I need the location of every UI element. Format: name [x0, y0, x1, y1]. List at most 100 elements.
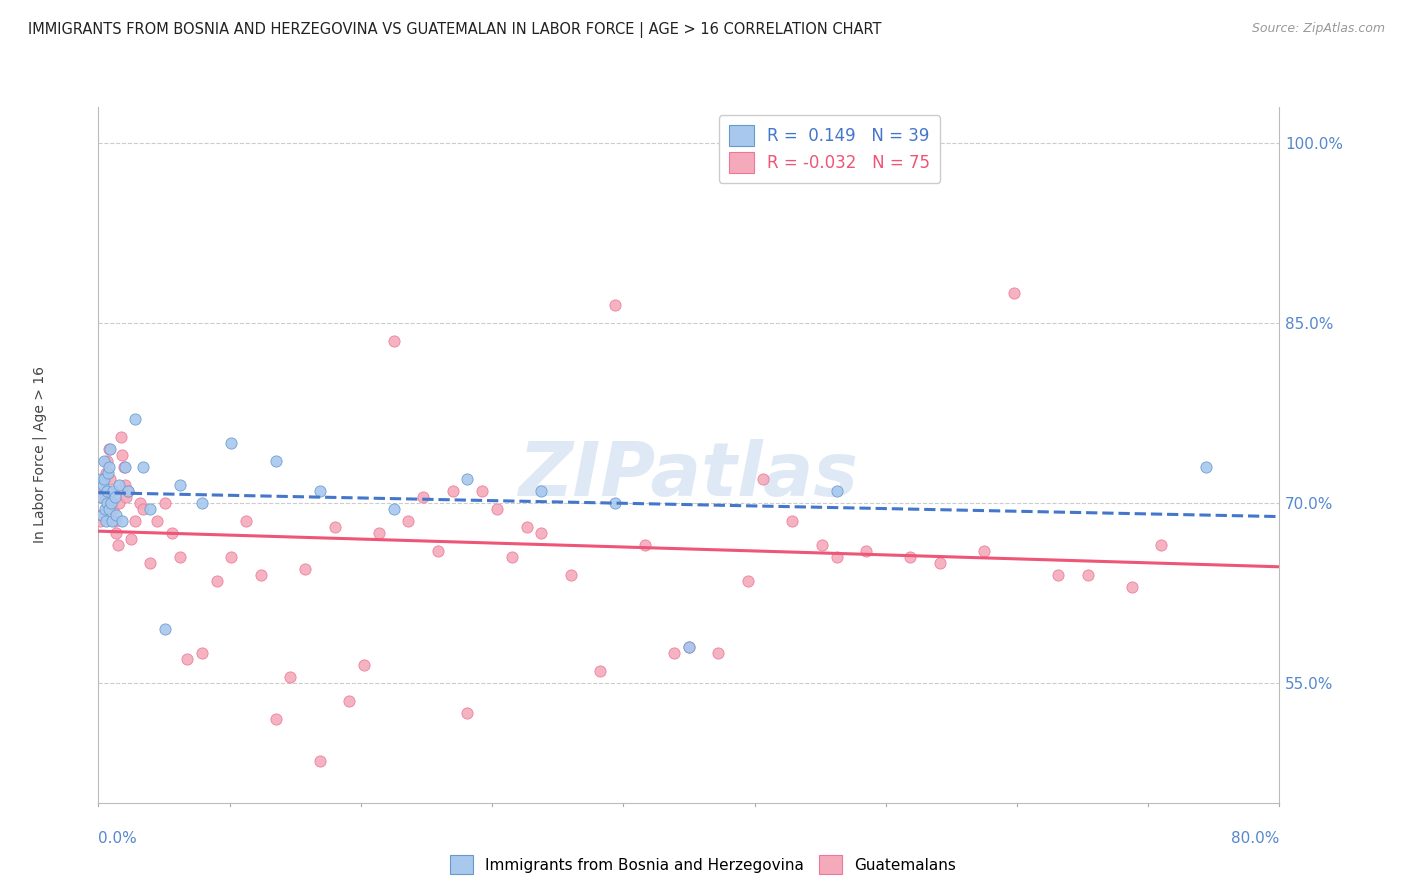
Point — [501, 549, 523, 564]
Point — [205, 574, 228, 588]
Point — [100, 496, 122, 510]
Point — [486, 502, 509, 516]
Point — [456, 472, 478, 486]
Point — [146, 514, 169, 528]
Point — [250, 567, 273, 582]
Point — [120, 532, 142, 546]
Point — [825, 549, 848, 564]
Point — [107, 538, 129, 552]
Point — [153, 622, 176, 636]
Point — [91, 478, 114, 492]
Point — [105, 525, 128, 540]
Point — [90, 472, 112, 486]
Point — [589, 664, 612, 678]
Point — [124, 412, 146, 426]
Point — [91, 490, 114, 504]
Point — [737, 574, 759, 588]
Point — [98, 472, 121, 486]
Text: 80.0%: 80.0% — [1232, 830, 1279, 846]
Point — [117, 483, 139, 498]
Legend: Immigrants from Bosnia and Herzegovina, Guatemalans: Immigrants from Bosnia and Herzegovina, … — [444, 849, 962, 880]
Point — [1150, 538, 1173, 552]
Point — [169, 549, 191, 564]
Point — [112, 459, 135, 474]
Point — [105, 508, 128, 522]
Point — [111, 448, 134, 462]
Point — [97, 466, 120, 480]
Point — [471, 483, 494, 498]
Point — [1002, 285, 1025, 300]
Point — [751, 472, 773, 486]
Point — [264, 712, 287, 726]
Point — [162, 525, 183, 540]
Point — [100, 496, 122, 510]
Point — [1195, 459, 1218, 474]
Point — [235, 514, 257, 528]
Text: Source: ZipAtlas.com: Source: ZipAtlas.com — [1251, 22, 1385, 36]
Point — [221, 549, 243, 564]
Point — [678, 640, 700, 654]
Point — [93, 483, 115, 498]
Point — [456, 706, 478, 720]
Point — [108, 496, 131, 510]
Point — [825, 483, 848, 498]
Point — [111, 514, 134, 528]
Point — [412, 490, 434, 504]
Point — [132, 502, 155, 516]
Point — [1046, 567, 1069, 582]
Point — [132, 459, 155, 474]
Point — [605, 298, 627, 312]
Point — [382, 502, 405, 516]
Point — [96, 496, 118, 510]
Text: ZIPatlas: ZIPatlas — [519, 439, 859, 512]
Point — [124, 514, 146, 528]
Point — [108, 478, 131, 492]
Point — [97, 442, 120, 456]
Point — [309, 754, 332, 768]
Point — [100, 514, 122, 528]
Point — [855, 544, 877, 558]
Point — [382, 334, 405, 348]
Point — [339, 694, 360, 708]
Point — [1077, 567, 1099, 582]
Point — [396, 514, 419, 528]
Point — [810, 538, 832, 552]
Point — [97, 459, 120, 474]
Point — [264, 454, 287, 468]
Point — [928, 556, 950, 570]
Point — [309, 483, 332, 498]
Point — [94, 502, 117, 516]
Point — [191, 496, 214, 510]
Point — [114, 478, 136, 492]
Legend: R =  0.149   N = 39, R = -0.032   N = 75: R = 0.149 N = 39, R = -0.032 N = 75 — [718, 115, 941, 183]
Point — [323, 520, 346, 534]
Point — [516, 520, 538, 534]
Point — [278, 670, 302, 684]
Point — [117, 483, 139, 498]
Point — [103, 483, 125, 498]
Point — [90, 490, 112, 504]
Point — [191, 646, 214, 660]
Point — [678, 640, 700, 654]
Point — [782, 514, 804, 528]
Point — [103, 502, 125, 516]
Point — [89, 514, 111, 528]
Text: IMMIGRANTS FROM BOSNIA AND HERZEGOVINA VS GUATEMALAN IN LABOR FORCE | AGE > 16 C: IMMIGRANTS FROM BOSNIA AND HERZEGOVINA V… — [28, 22, 882, 38]
Point — [1121, 580, 1143, 594]
Point — [560, 567, 582, 582]
Point — [707, 646, 730, 660]
Point — [96, 483, 118, 498]
Point — [353, 657, 375, 672]
Point — [90, 508, 112, 522]
Point — [139, 556, 162, 570]
Point — [94, 466, 117, 480]
Point — [441, 483, 464, 498]
Point — [114, 459, 136, 474]
Point — [96, 454, 118, 468]
Point — [94, 514, 117, 528]
Text: In Labor Force | Age > 16: In Labor Force | Age > 16 — [32, 367, 46, 543]
Point — [104, 490, 127, 504]
Point — [664, 646, 686, 660]
Point — [153, 496, 176, 510]
Text: 0.0%: 0.0% — [98, 830, 138, 846]
